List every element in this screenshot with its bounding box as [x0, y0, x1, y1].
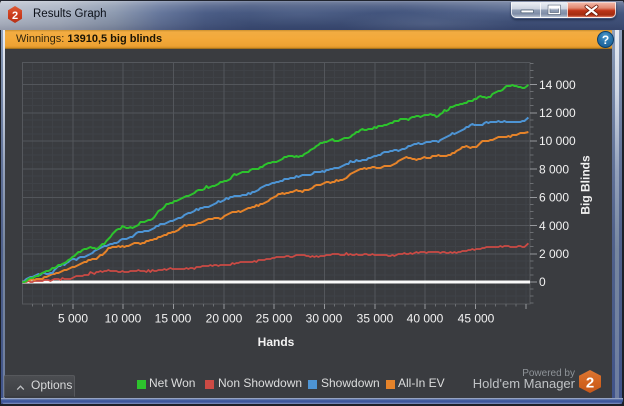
svg-text:30 000: 30 000: [306, 312, 343, 326]
svg-text:10 000: 10 000: [105, 312, 142, 326]
svg-text:45 000: 45 000: [458, 312, 495, 326]
svg-text:20 000: 20 000: [206, 312, 243, 326]
svg-text:12 000: 12 000: [539, 106, 576, 120]
svg-text:Hands: Hands: [258, 335, 295, 349]
svg-text:Big Blinds: Big Blinds: [579, 155, 593, 215]
svg-text:2: 2: [12, 10, 18, 22]
svg-text:5 000: 5 000: [58, 312, 88, 326]
svg-text:2 000: 2 000: [539, 247, 569, 261]
svg-text:10 000: 10 000: [539, 134, 576, 148]
svg-text:14 000: 14 000: [539, 78, 576, 92]
svg-text:15 000: 15 000: [155, 312, 192, 326]
svg-text:0: 0: [539, 275, 546, 289]
svg-text:40 000: 40 000: [407, 312, 444, 326]
svg-text:8 000: 8 000: [539, 162, 569, 176]
svg-text:4 000: 4 000: [539, 219, 569, 233]
svg-text:35 000: 35 000: [357, 312, 394, 326]
svg-text:25 000: 25 000: [256, 312, 293, 326]
svg-text:6 000: 6 000: [539, 191, 569, 205]
svg-text:2: 2: [586, 375, 594, 392]
